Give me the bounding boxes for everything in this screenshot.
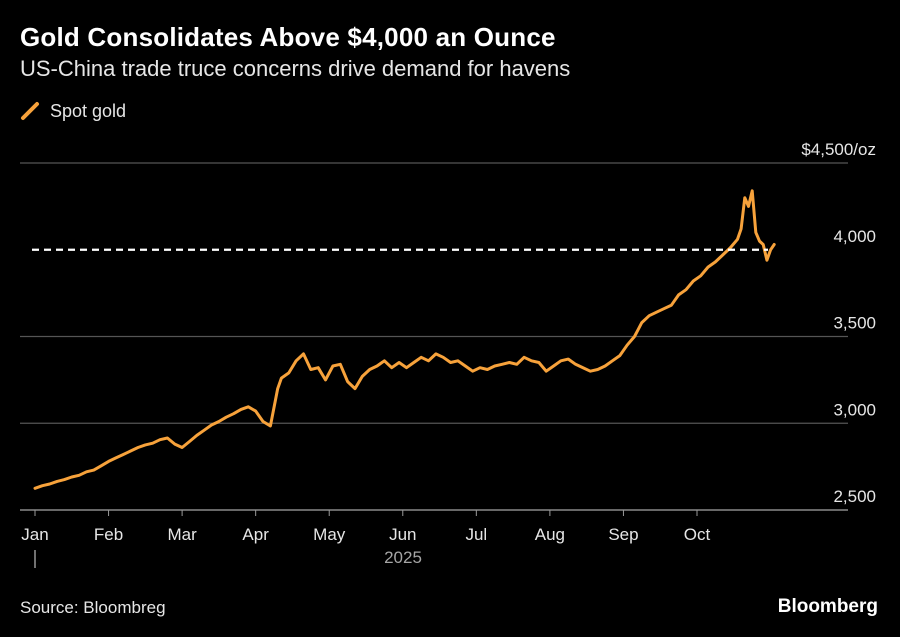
y-tick-label-4500: $4,500/oz [801,140,876,159]
y-tick-label-4000: 4,000 [833,227,876,246]
x-tick-label-aug: Aug [535,525,565,544]
x-tick-label-mar: Mar [167,525,197,544]
grid-lines [20,162,848,511]
x-tick-label-apr: Apr [242,525,269,544]
chart-title: Gold Consolidates Above $4,000 an Ounce [20,22,556,52]
x-tick-label-oct: Oct [684,525,711,544]
legend-swatch-stroke [21,102,39,120]
x-tick-label-may: May [313,525,346,544]
year-label: 2025 [384,548,422,567]
x-tick-label-feb: Feb [94,525,123,544]
x-tick-label-sep: Sep [608,525,638,544]
x-axis: Jan Feb Mar Apr May Jun Jul Aug Sep Oct 2025 [20,509,848,568]
x-tick-label-jul: Jul [465,525,487,544]
y-tick-label-3500: 3,500 [833,314,876,333]
spot-gold-line [33,189,776,490]
y-tick-label-3000: 3,000 [833,400,876,419]
bloomberg-logo: Bloomberg [777,596,878,617]
chart-subtitle: US-China trade truce concerns drive dema… [20,56,571,81]
source-note: Source: Bloombreg [20,598,166,617]
x-tick-label-jan: Jan [21,525,48,544]
series-spot-gold [33,189,776,490]
legend-line-icon [21,102,39,120]
legend-label-spot-gold: Spot gold [50,100,127,121]
x-tick-label-jun: Jun [389,525,416,544]
y-axis-labels: $4,500/oz 4,000 3,500 3,000 2,500 [801,140,876,506]
y-tick-label-2500: 2,500 [833,487,876,506]
legend: Spot gold [20,100,126,122]
